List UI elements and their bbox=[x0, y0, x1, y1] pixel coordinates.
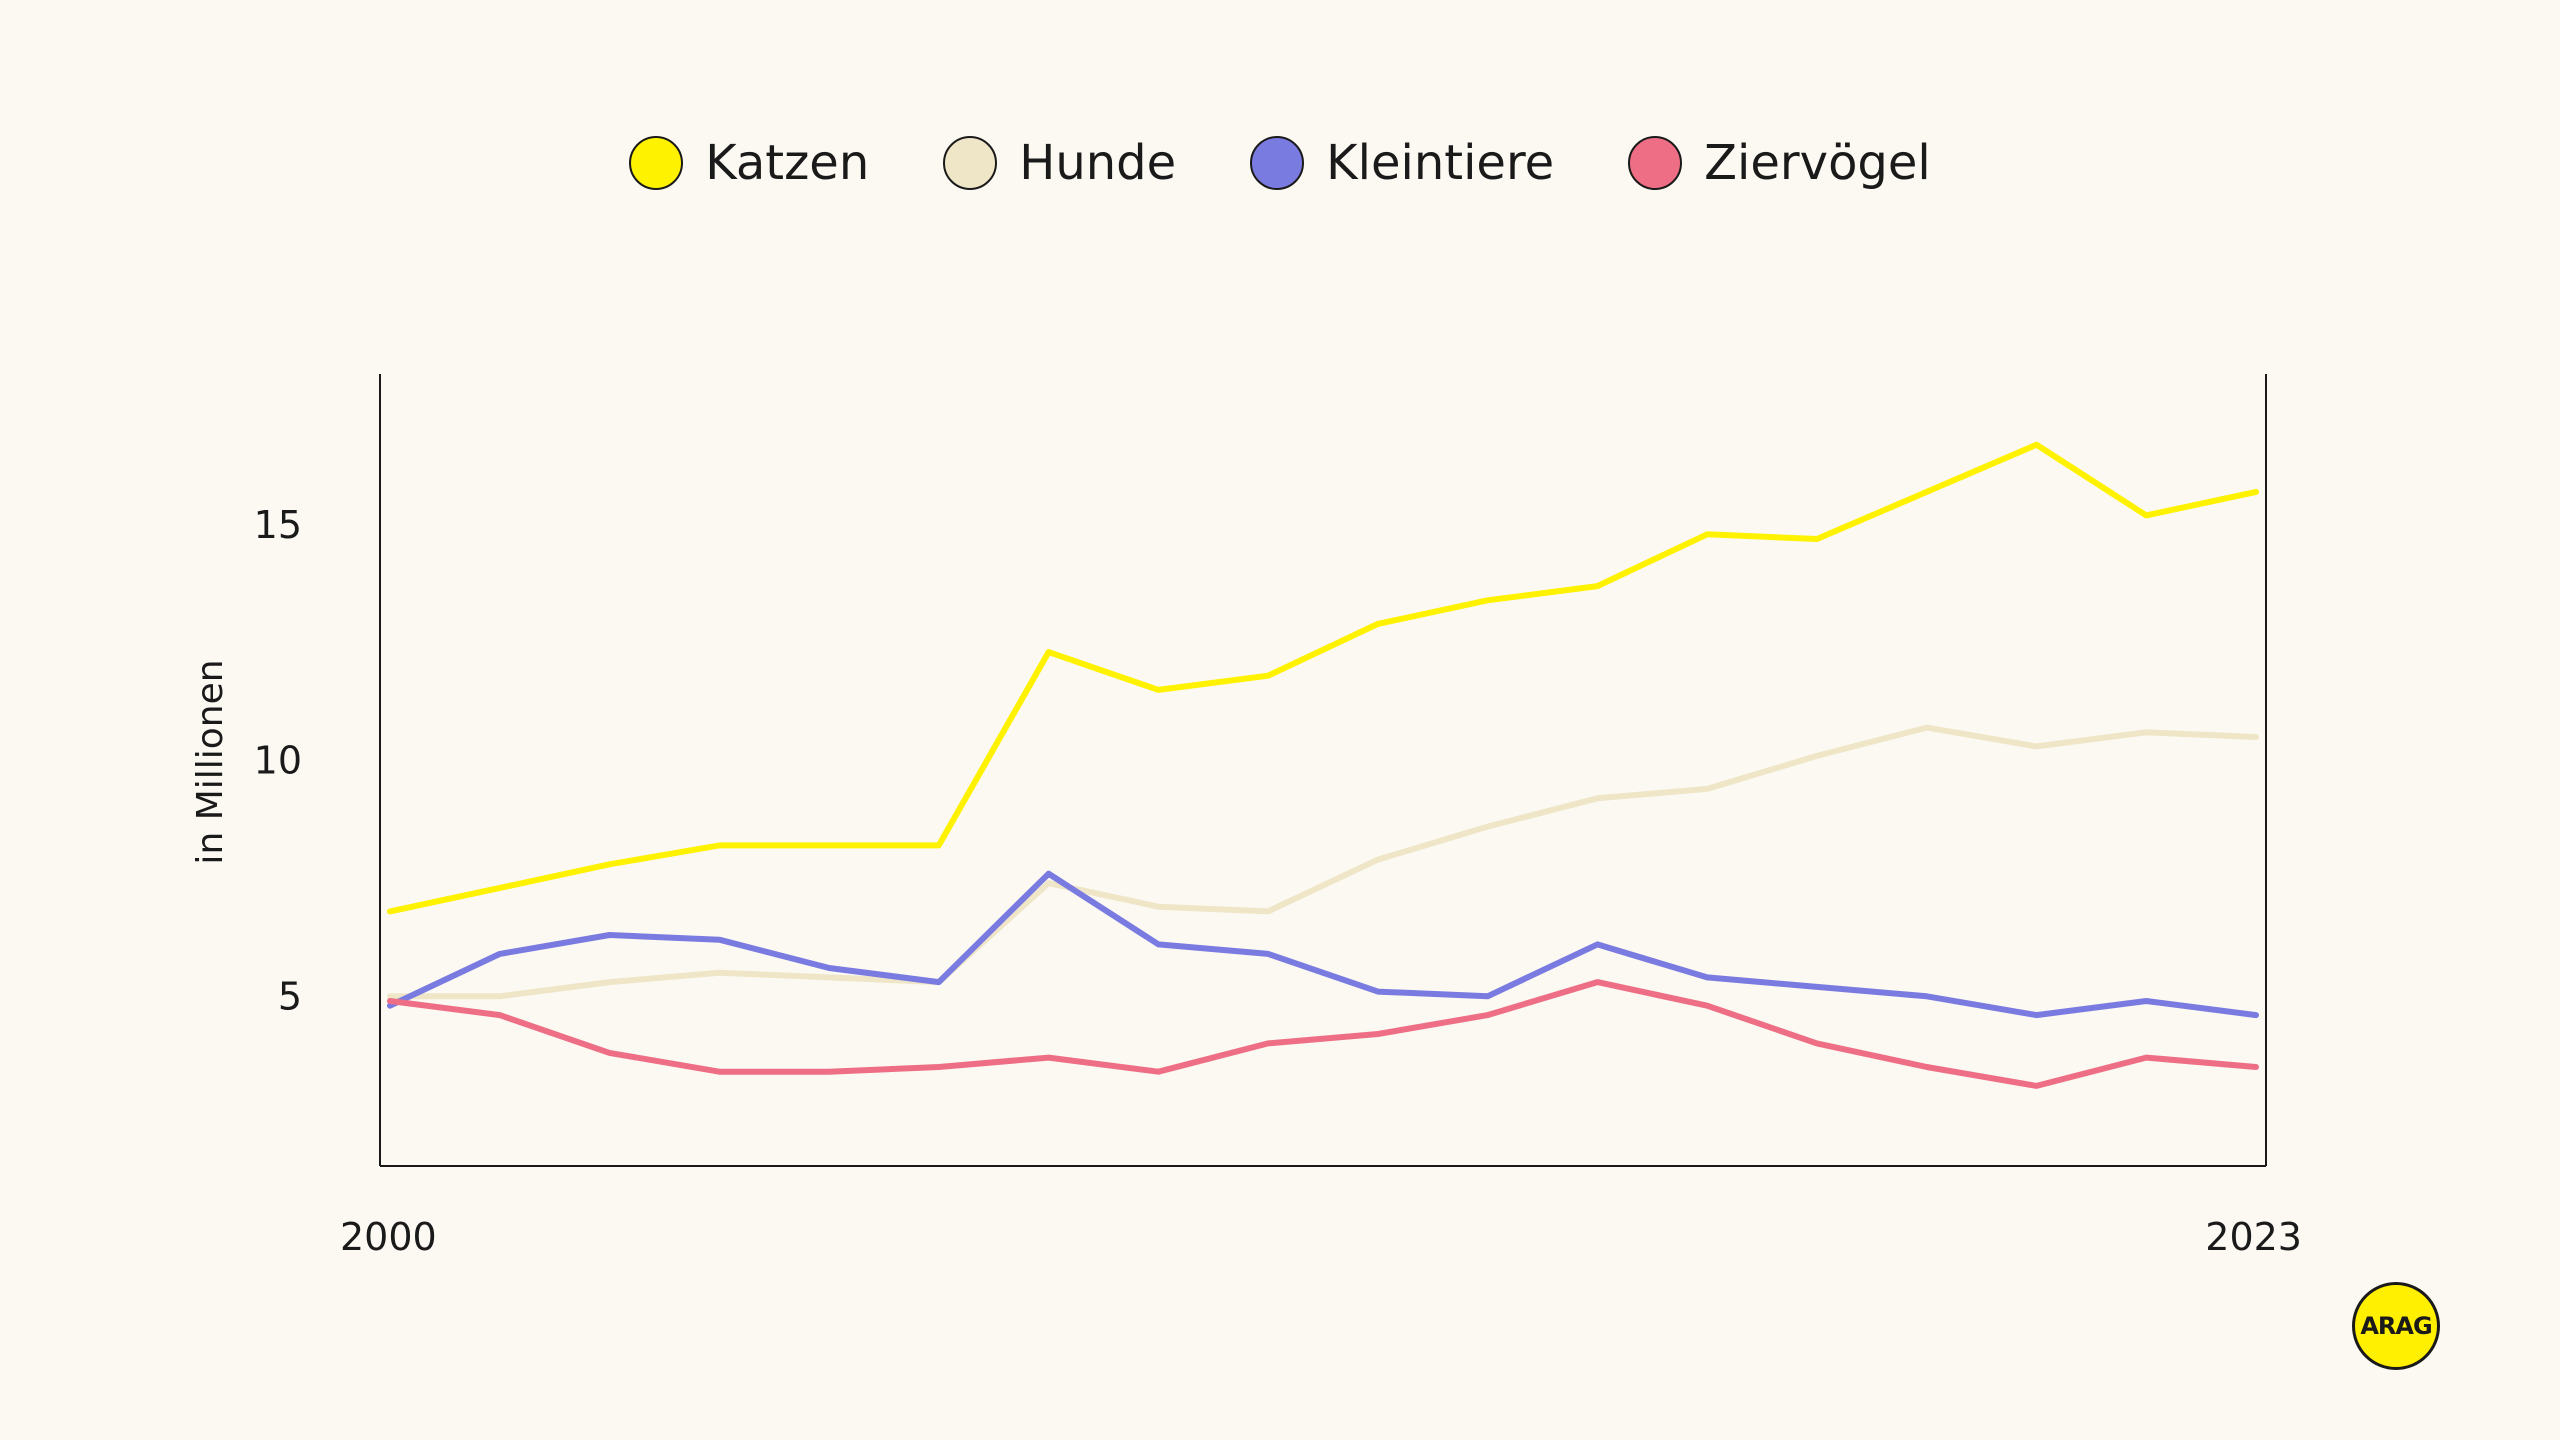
legend-label-hunde: Hunde bbox=[1019, 135, 1177, 191]
y-axis-ticks: 5 10 15 bbox=[254, 503, 302, 1018]
legend-swatch-katzen bbox=[629, 136, 684, 190]
series-line-kleintiere bbox=[387, 870, 2259, 1019]
legend-item-ziervoegel[interactable]: Ziervögel bbox=[1628, 136, 1931, 190]
series-line-hunde bbox=[387, 724, 2259, 1000]
chart-axes bbox=[379, 374, 2267, 1167]
y-tick-label: 15 bbox=[254, 503, 302, 547]
legend-item-kleintiere[interactable]: Kleintiere bbox=[1250, 136, 1554, 190]
x-tick-label-end: 2023 bbox=[2205, 1215, 2302, 1259]
series-line-katzen bbox=[387, 441, 2259, 915]
x-tick-label-start: 2000 bbox=[340, 1215, 437, 1259]
y-axis-title: in Millionen bbox=[190, 659, 231, 864]
series-line-ziervoegel bbox=[387, 979, 2259, 1089]
legend-label-katzen: Katzen bbox=[705, 135, 870, 191]
logo-text: ARAG bbox=[2360, 1312, 2432, 1340]
legend-item-hunde[interactable]: Hunde bbox=[943, 136, 1176, 190]
legend-swatch-kleintiere bbox=[1250, 136, 1305, 190]
x-axis-ticks: 2000 2023 bbox=[340, 1215, 2302, 1259]
legend-label-kleintiere: Kleintiere bbox=[1326, 135, 1555, 191]
legend-item-katzen[interactable]: Katzen bbox=[629, 136, 869, 190]
series-lines bbox=[387, 441, 2259, 1089]
legend-swatch-hunde bbox=[943, 136, 998, 190]
y-tick-label: 10 bbox=[254, 739, 302, 783]
legend: Katzen Hunde Kleintiere Ziervögel bbox=[0, 136, 2560, 190]
arag-logo: ARAG bbox=[2352, 1282, 2440, 1370]
y-tick-label: 5 bbox=[278, 974, 302, 1018]
legend-swatch-ziervoegel bbox=[1628, 136, 1683, 190]
legend-label-ziervoegel: Ziervögel bbox=[1704, 135, 1931, 191]
